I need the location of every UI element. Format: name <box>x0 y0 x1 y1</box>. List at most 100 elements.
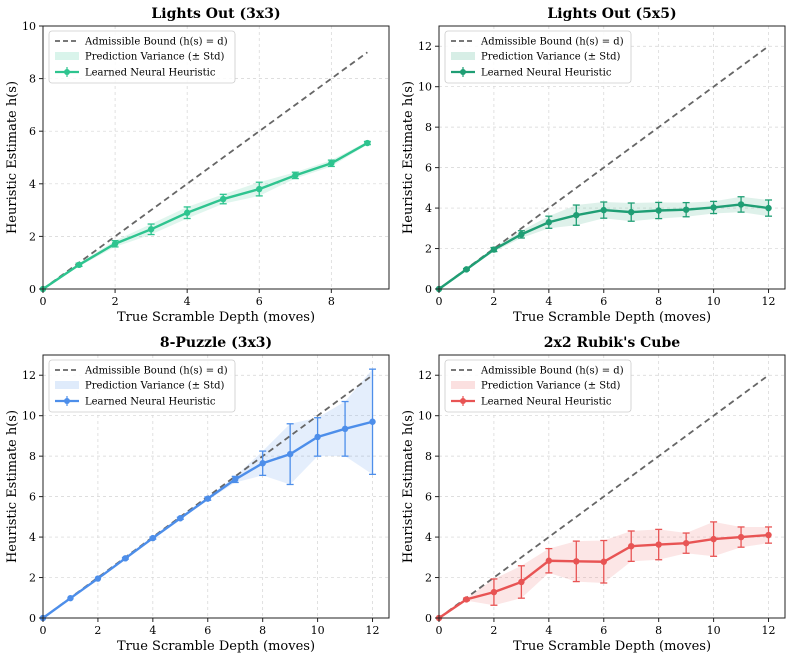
y-tick-label: 8 <box>425 450 432 463</box>
data-point <box>490 246 498 253</box>
x-tick-label: 10 <box>311 624 325 637</box>
data-point <box>204 495 211 502</box>
y-tick-label: 2 <box>29 230 36 243</box>
subplot-4: 0 2 4 6 8 10 12 0 2 4 6 8 10 12 2x2 Rubik's Cube True S… <box>401 335 786 654</box>
data-point <box>628 542 635 550</box>
y-tick-label: 10 <box>22 410 36 423</box>
y-tick-label: 2 <box>29 572 36 585</box>
subplot-title: Lights Out (3x3) <box>151 6 280 22</box>
x-tick-label: 4 <box>545 624 552 637</box>
data-point <box>655 541 662 548</box>
data-point <box>67 594 74 602</box>
legend-box <box>48 30 236 84</box>
data-point <box>149 534 157 542</box>
data-point <box>655 207 662 214</box>
y-axis-label: Heuristic Estimate h(s) <box>5 410 20 563</box>
x-tick-label: 4 <box>184 295 191 308</box>
data-point <box>710 535 717 543</box>
legend-box <box>48 359 236 413</box>
y-tick-label: 2 <box>425 572 432 585</box>
y-tick-label: 4 <box>425 202 432 215</box>
x-axis-label: True Scramble Depth (moves) <box>117 639 315 654</box>
y-tick-label: 6 <box>425 162 432 175</box>
y-tick-label: 2 <box>425 243 432 256</box>
subplot-title: 2x2 Rubik's Cube <box>544 335 680 351</box>
legend-variance-swatch <box>55 52 79 60</box>
axes-frame <box>42 25 390 290</box>
legend: Admissible Bound (h(s) = d) Prediction Va… <box>444 30 632 84</box>
y-tick-label: 0 <box>29 283 36 296</box>
data-point <box>737 201 745 208</box>
y-axis-label: Heuristic Estimate h(s) <box>401 81 416 234</box>
x-tick-label: 0 <box>436 295 443 308</box>
y-tick-label: 0 <box>425 283 432 296</box>
subplot-3: 0 2 4 6 8 10 12 0 2 4 6 8 10 12 8-Puzzle (3x3) True Scr… <box>5 335 390 654</box>
data-point <box>259 460 266 467</box>
x-tick-label: 4 <box>545 295 552 308</box>
x-tick-label: 8 <box>259 624 266 637</box>
y-tick-label: 4 <box>425 531 432 544</box>
data-point <box>573 211 580 219</box>
y-tick-label: 6 <box>29 491 36 504</box>
axes-frame <box>438 25 786 290</box>
x-tick-label: 12 <box>366 624 380 637</box>
data-point <box>737 533 745 541</box>
y-tick-label: 8 <box>29 450 36 463</box>
data-point <box>573 558 580 565</box>
data-point <box>364 139 371 147</box>
legend: Admissible Bound (h(s) = d) Prediction Va… <box>48 359 236 413</box>
data-point <box>94 575 102 582</box>
legend-variance-label: Prediction Variance (± Std) <box>85 52 225 63</box>
legend: Admissible Bound (h(s) = d) Prediction Va… <box>48 30 236 84</box>
y-axis-label: Heuristic Estimate h(s) <box>401 410 416 563</box>
x-tick-label: 0 <box>436 624 443 637</box>
x-tick-label: 12 <box>762 295 776 308</box>
y-axis-label: Heuristic Estimate h(s) <box>5 81 20 234</box>
legend-bound-label: Admissible Bound (h(s) = d) <box>480 366 624 377</box>
variance-band <box>43 141 368 289</box>
x-axis-label: True Scramble Depth (moves) <box>513 639 711 654</box>
x-tick-label: 10 <box>707 295 721 308</box>
data-point <box>463 266 470 273</box>
data-point <box>765 204 772 212</box>
axes-frame <box>42 354 390 619</box>
legend-variance-label: Prediction Variance (± Std) <box>481 52 621 63</box>
data-point <box>518 578 525 586</box>
x-tick-label: 10 <box>707 624 721 637</box>
data-point <box>765 531 772 539</box>
legend-bound-label: Admissible Bound (h(s) = d) <box>480 37 624 48</box>
admissible-bound-line <box>42 51 368 290</box>
x-axis-label: True Scramble Depth (moves) <box>513 310 711 325</box>
data-point <box>463 596 470 603</box>
y-tick-label: 0 <box>29 612 36 625</box>
legend-variance-label: Prediction Variance (± Std) <box>85 381 225 392</box>
data-point <box>122 555 129 562</box>
legend-box <box>444 359 632 413</box>
data-point <box>177 515 184 522</box>
y-tick-label: 12 <box>418 369 432 382</box>
legend-marker-swatch <box>64 69 70 75</box>
legend-series-label: Learned Neural Heuristic <box>481 68 612 79</box>
data-point <box>286 450 294 458</box>
data-point <box>292 172 299 179</box>
x-tick-label: 2 <box>490 295 497 308</box>
x-tick-label: 12 <box>762 624 776 637</box>
legend-marker-swatch <box>460 69 466 75</box>
subplot-title: Lights Out (5x5) <box>547 6 676 22</box>
legend-variance-swatch <box>55 381 79 389</box>
data-point <box>328 160 335 167</box>
y-tick-label: 0 <box>425 612 432 625</box>
data-point <box>232 476 239 483</box>
x-tick-label: 8 <box>655 624 662 637</box>
x-tick-label: 6 <box>600 624 607 637</box>
subplot-2: 0 2 4 6 8 10 12 0 2 4 6 8 10 12 Lights Out (5x5) True S… <box>401 6 786 325</box>
legend-marker-swatch <box>460 398 466 404</box>
data-point <box>600 206 607 214</box>
data-point <box>490 588 498 596</box>
data-point <box>600 558 607 565</box>
admissible-bound-line <box>438 45 770 290</box>
y-tick-label: 10 <box>22 20 36 33</box>
data-point <box>682 539 690 547</box>
y-tick-label: 8 <box>29 73 36 86</box>
